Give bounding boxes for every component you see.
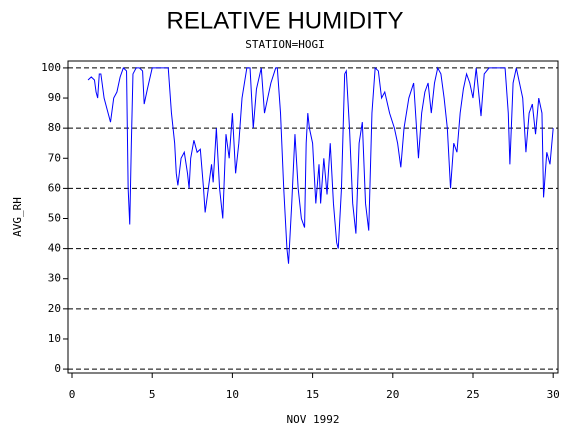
x-tick-label: 20 (386, 388, 399, 401)
data-line (87, 66, 554, 264)
y-tick-label: 0 (54, 362, 61, 375)
y-tick-label: 50 (48, 212, 61, 225)
x-tick-label: 10 (226, 388, 239, 401)
x-tick-label: 15 (306, 388, 319, 401)
y-tick-label: 100 (41, 61, 61, 74)
chart-title: RELATIVE HUMIDITY (167, 7, 404, 34)
y-tick-label: 10 (48, 332, 61, 345)
y-axis-label: AVG_RH (11, 197, 24, 237)
y-tick-label: 70 (48, 151, 61, 164)
x-axis-label: NOV 1992 (287, 413, 340, 426)
x-tick-label: 5 (149, 388, 156, 401)
plot-frame (67, 60, 559, 374)
y-tick-label: 40 (48, 242, 61, 255)
y-tick-label: 80 (48, 121, 61, 134)
x-tick-label: 0 (69, 388, 76, 401)
x-tick-label: 25 (466, 388, 479, 401)
chart-subtitle: STATION=HOGI (245, 38, 324, 51)
x-tick-label: 30 (547, 388, 560, 401)
y-tick-label: 60 (48, 181, 61, 194)
y-tick-label: 20 (48, 302, 61, 315)
y-tick-label: 90 (48, 91, 61, 104)
y-tick-label: 30 (48, 272, 61, 285)
